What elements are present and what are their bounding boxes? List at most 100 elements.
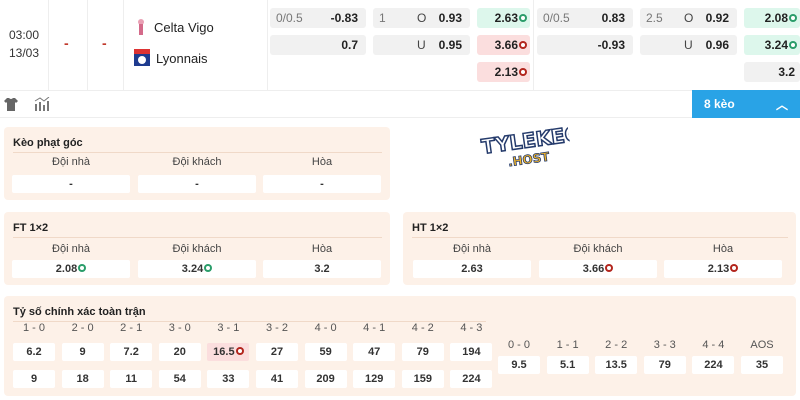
ft-handicap-home[interactable]: 0/0.5 -0.83 bbox=[270, 8, 366, 28]
ou-line: 1 bbox=[379, 11, 386, 25]
col-header: Hòa bbox=[311, 243, 333, 255]
score-odds-text: 79 bbox=[658, 359, 671, 371]
odds-value: 0.95 bbox=[438, 38, 462, 52]
score-odds-box[interactable]: 224 bbox=[692, 356, 735, 374]
panel-title: Tỷ số chính xác toàn trận bbox=[13, 306, 146, 318]
kickoff-date: 13/03 bbox=[8, 46, 40, 60]
score-odds-text: 79 bbox=[416, 346, 429, 358]
odds-box[interactable]: 3.2 bbox=[263, 260, 381, 278]
score-header: 4 - 0 bbox=[305, 322, 347, 334]
score-odds-box[interactable]: 18 bbox=[61, 370, 104, 388]
draw-score-header: 4 - 4 bbox=[692, 339, 734, 351]
score-odds-box[interactable]: 54 bbox=[158, 370, 201, 388]
ft-under[interactable]: U 0.95 bbox=[373, 35, 470, 55]
score-odds-box[interactable]: 159 bbox=[401, 370, 444, 388]
away-team[interactable]: Lyonnais bbox=[134, 49, 208, 67]
score-odds-box[interactable]: 224 bbox=[450, 370, 493, 388]
score-odds-box[interactable]: 33 bbox=[207, 370, 250, 388]
odds-value: -0.83 bbox=[330, 11, 358, 25]
score-odds-box[interactable]: 16.5 bbox=[207, 343, 250, 361]
score-odds-text: 11 bbox=[125, 373, 137, 385]
score-odds-text: 6.2 bbox=[26, 346, 42, 358]
ht-under[interactable]: U 0.96 bbox=[640, 35, 737, 55]
home-team[interactable]: Celta Vigo bbox=[134, 18, 214, 36]
score-odds-box[interactable]: 194 bbox=[450, 343, 493, 361]
tylekeo-logo: TYLEKEO .HOST bbox=[475, 118, 584, 174]
score-header: 2 - 1 bbox=[110, 322, 152, 334]
score-odds-box[interactable]: 13.5 bbox=[595, 356, 638, 374]
match-time: 03:00 13/03 bbox=[0, 26, 48, 62]
odds-box[interactable]: 2.08 bbox=[12, 260, 130, 278]
score-odds-text: 27 bbox=[270, 346, 284, 358]
ht-1x2-draw[interactable]: 3.2 bbox=[744, 62, 800, 82]
score-odds-box[interactable]: 79 bbox=[401, 343, 444, 361]
ft-1x2-draw[interactable]: 2.13 bbox=[477, 62, 530, 82]
jersey-icon[interactable] bbox=[4, 98, 18, 111]
stats-chart-icon[interactable] bbox=[34, 97, 50, 111]
ht-1x2-home[interactable]: 2.08 bbox=[744, 8, 800, 28]
ht-handicap-home[interactable]: 0/0.5 0.83 bbox=[537, 8, 633, 28]
ft-handicap-away[interactable]: 0.7 bbox=[270, 35, 366, 55]
odds-value: 2.08 bbox=[55, 263, 78, 275]
score-odds-text: 18 bbox=[76, 373, 89, 385]
ht-handicap-away[interactable]: -0.93 bbox=[537, 35, 633, 55]
divider bbox=[13, 237, 382, 238]
more-odds-button[interactable]: 8 kèo ︿ bbox=[692, 90, 800, 118]
up-icon bbox=[204, 264, 213, 273]
score-odds-box[interactable]: 209 bbox=[304, 370, 347, 388]
odds-box[interactable]: 2.13 bbox=[664, 260, 782, 278]
draw-score-header: 1 - 1 bbox=[547, 339, 589, 351]
score-odds-box[interactable]: 129 bbox=[353, 370, 396, 388]
up-icon bbox=[519, 13, 527, 22]
score-odds-box[interactable]: 79 bbox=[643, 356, 686, 374]
score-odds-box[interactable]: 9 bbox=[13, 370, 55, 388]
col-header: Hòa bbox=[311, 156, 333, 168]
odds-box[interactable]: - bbox=[138, 175, 256, 193]
up-icon bbox=[789, 13, 797, 22]
down-icon bbox=[519, 67, 527, 76]
col-header: Đội khách bbox=[172, 156, 222, 168]
score-odds-box[interactable]: 59 bbox=[304, 343, 347, 361]
ht-1x2-away[interactable]: 3.24 bbox=[744, 35, 800, 55]
score-odds-box[interactable]: 7.2 bbox=[110, 343, 153, 361]
ft-1x2-away[interactable]: 3.66 bbox=[477, 35, 530, 55]
ft-over[interactable]: 1 O 0.93 bbox=[373, 8, 470, 28]
score-text: 2 - 1 bbox=[120, 322, 143, 334]
score-odds-text: 9.5 bbox=[511, 359, 527, 371]
score-text: 4 - 0 bbox=[314, 322, 337, 334]
home-team-name: Celta Vigo bbox=[154, 19, 214, 35]
score-odds-box[interactable]: 11 bbox=[110, 370, 153, 388]
score-odds-text: 59 bbox=[319, 346, 332, 358]
odds-value: 3.24 bbox=[181, 263, 204, 275]
score-odds-text: 33 bbox=[222, 373, 235, 385]
score-header: 4 - 2 bbox=[402, 322, 444, 334]
ft-1x2-home[interactable]: 2.63 bbox=[477, 8, 530, 28]
odds-box[interactable]: 2.63 bbox=[413, 260, 531, 278]
score-header: 3 - 1 bbox=[207, 322, 249, 334]
odds-value: 3.2 bbox=[314, 263, 330, 275]
score-odds-box[interactable]: 6.2 bbox=[13, 343, 55, 361]
over-label: O bbox=[684, 11, 694, 25]
ht-over[interactable]: 2.5 O 0.92 bbox=[640, 8, 737, 28]
score-odds-box[interactable]: 35 bbox=[741, 356, 783, 374]
score-odds-box[interactable]: 9.5 bbox=[498, 356, 540, 374]
ou-line: 2.5 bbox=[646, 11, 663, 25]
odds-value: 2.63 bbox=[494, 11, 518, 25]
odds-box[interactable]: - bbox=[12, 175, 130, 193]
score-odds-box[interactable]: 9 bbox=[61, 343, 104, 361]
under-label: U bbox=[417, 38, 426, 52]
score-odds-box[interactable]: 47 bbox=[353, 343, 396, 361]
odds-box[interactable]: 3.24 bbox=[138, 260, 256, 278]
score-odds-box[interactable]: 5.1 bbox=[546, 356, 589, 374]
chevron-up-icon: ︿ bbox=[775, 97, 788, 112]
draw-score-text: 2 - 2 bbox=[605, 339, 628, 351]
score-odds-box[interactable]: 27 bbox=[256, 343, 298, 361]
panel-title: HT 1×2 bbox=[412, 222, 449, 234]
odds-box[interactable]: 3.66 bbox=[539, 260, 657, 278]
score-odds-box[interactable]: 20 bbox=[158, 343, 201, 361]
score-odds-box[interactable]: 41 bbox=[256, 370, 298, 388]
odds-box[interactable]: - bbox=[263, 175, 381, 193]
score-odds-text: 47 bbox=[368, 346, 381, 358]
divider bbox=[412, 237, 788, 238]
odds-value: 2.63 bbox=[461, 263, 483, 275]
